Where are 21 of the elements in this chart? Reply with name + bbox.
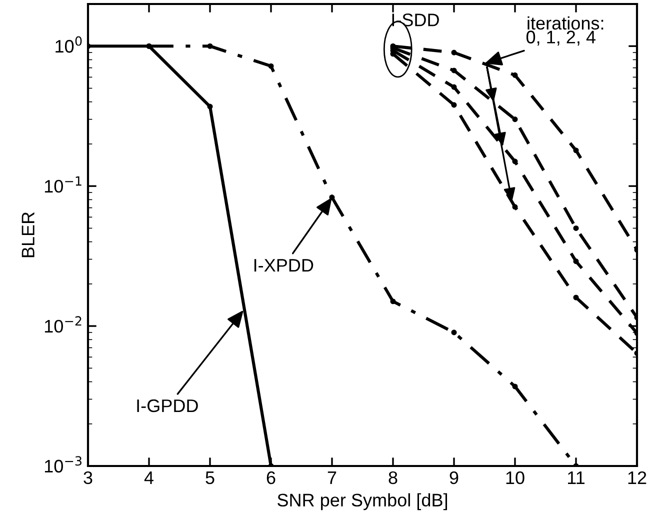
annotation: I-GPDD	[137, 399, 198, 412]
x-tick-label: 12	[628, 471, 646, 484]
y-tick-label: 10$^{−3}$	[44, 456, 82, 473]
x-tick-label: 4	[144, 472, 154, 484]
y-tick-label: 10$^{−2}$	[44, 316, 82, 333]
annotation: iterations:	[528, 16, 604, 30]
x-tick-label: 8	[388, 471, 398, 484]
annotation: 0, 1, 2, 4	[526, 30, 596, 46]
annotation: I-XPDD	[254, 259, 314, 272]
y-tick-label: 10$^{0}$	[56, 36, 82, 53]
x-tick-label: 7	[328, 472, 336, 484]
annotation: I-SDD	[392, 14, 439, 26]
x-tick-label: 5	[206, 472, 214, 484]
x-tick-label: 6	[266, 471, 276, 484]
x-tick-label: 9	[450, 471, 458, 484]
x-tick-label: 10	[506, 471, 524, 484]
y-axis-title: BLER	[22, 212, 34, 258]
x-tick-label: 3	[84, 471, 92, 484]
y-tick-label: 10$^{−1}$	[44, 176, 82, 193]
x-tick-label: 11	[568, 472, 584, 484]
x-axis-title: SNR per Symbol [dB]	[278, 493, 448, 510]
